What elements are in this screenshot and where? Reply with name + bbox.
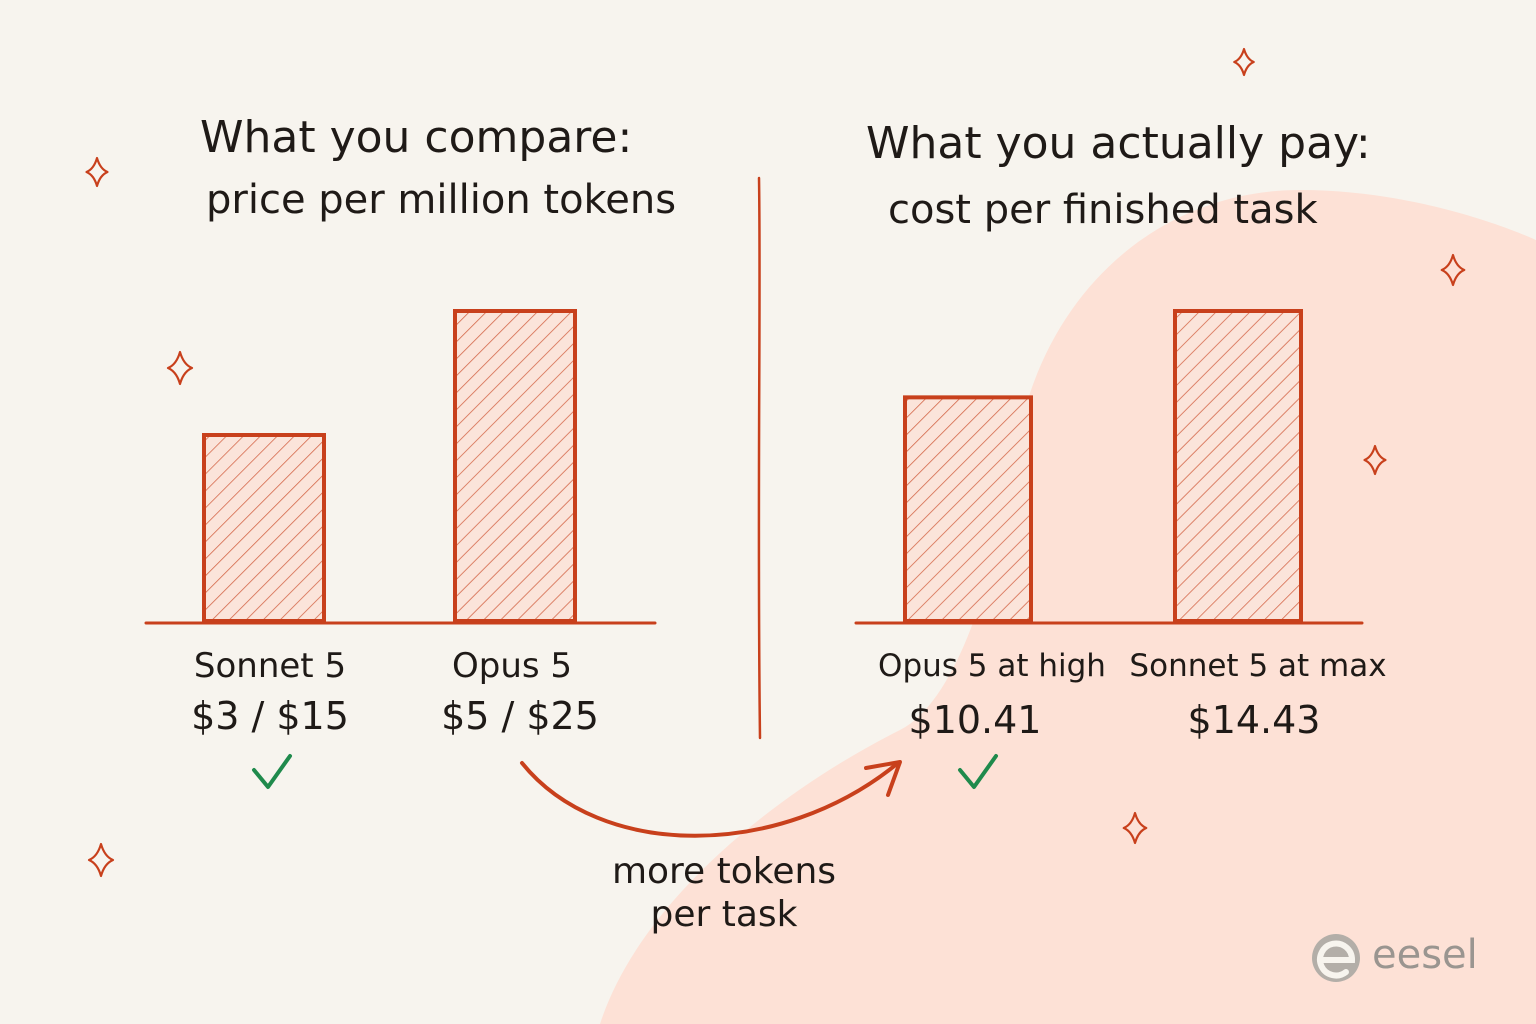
sparkle-icon xyxy=(1363,444,1387,476)
left-category-label: Sonnet 5 xyxy=(193,646,347,686)
right-category-label: Sonnet 5 at max xyxy=(1129,648,1387,684)
bar-sonnet-5 xyxy=(202,433,326,623)
bar-opus-5-at-high xyxy=(903,395,1033,624)
sparkle-icon xyxy=(1440,253,1466,287)
left-value-label: $5 / $25 xyxy=(441,694,599,738)
checkmark-icon xyxy=(958,754,998,789)
sparkle-icon xyxy=(87,842,115,878)
sparkle-icon xyxy=(1233,47,1255,77)
bar-hatching xyxy=(455,311,575,621)
brand-name: eesel xyxy=(1372,932,1478,978)
right-chart-bars xyxy=(903,309,1303,624)
arrow-head-icon xyxy=(864,760,902,797)
sparkle-icon xyxy=(166,350,194,386)
right-value-label: $14.43 xyxy=(1187,698,1321,742)
sparkle-decorations xyxy=(85,47,1466,878)
arrow-annotation: more tokens per task xyxy=(564,850,884,936)
left-chart-bars xyxy=(202,309,577,623)
left-category-label: Opus 5 xyxy=(451,646,573,686)
bar-hatching xyxy=(204,435,324,621)
right-chart-title: What you actually pay: xyxy=(866,118,1371,169)
panel-divider xyxy=(757,176,762,740)
bar-hatching xyxy=(905,397,1031,621)
bar-opus-5 xyxy=(453,309,577,623)
left-value-label: $3 / $15 xyxy=(191,694,349,738)
sparkle-icon xyxy=(85,156,109,188)
arrow-annotation-line2: per task xyxy=(650,894,798,936)
arrow-annotation-line1: more tokens xyxy=(611,851,837,892)
checkmark-icon xyxy=(252,754,292,789)
right-category-label: Opus 5 at high xyxy=(878,648,1106,684)
left-chart-title: What you compare: xyxy=(200,112,633,163)
bar-sonnet-5-at-max xyxy=(1173,309,1303,623)
bar-hatching xyxy=(1175,311,1301,621)
left-chart-subtitle: price per million tokens xyxy=(206,177,677,223)
curved-arrow-icon xyxy=(520,761,900,838)
right-value-label: $10.41 xyxy=(908,698,1042,742)
right-chart-subtitle: cost per finished task xyxy=(888,187,1318,233)
eesel-logo-icon xyxy=(1312,934,1360,982)
sparkle-icon xyxy=(1122,811,1148,845)
